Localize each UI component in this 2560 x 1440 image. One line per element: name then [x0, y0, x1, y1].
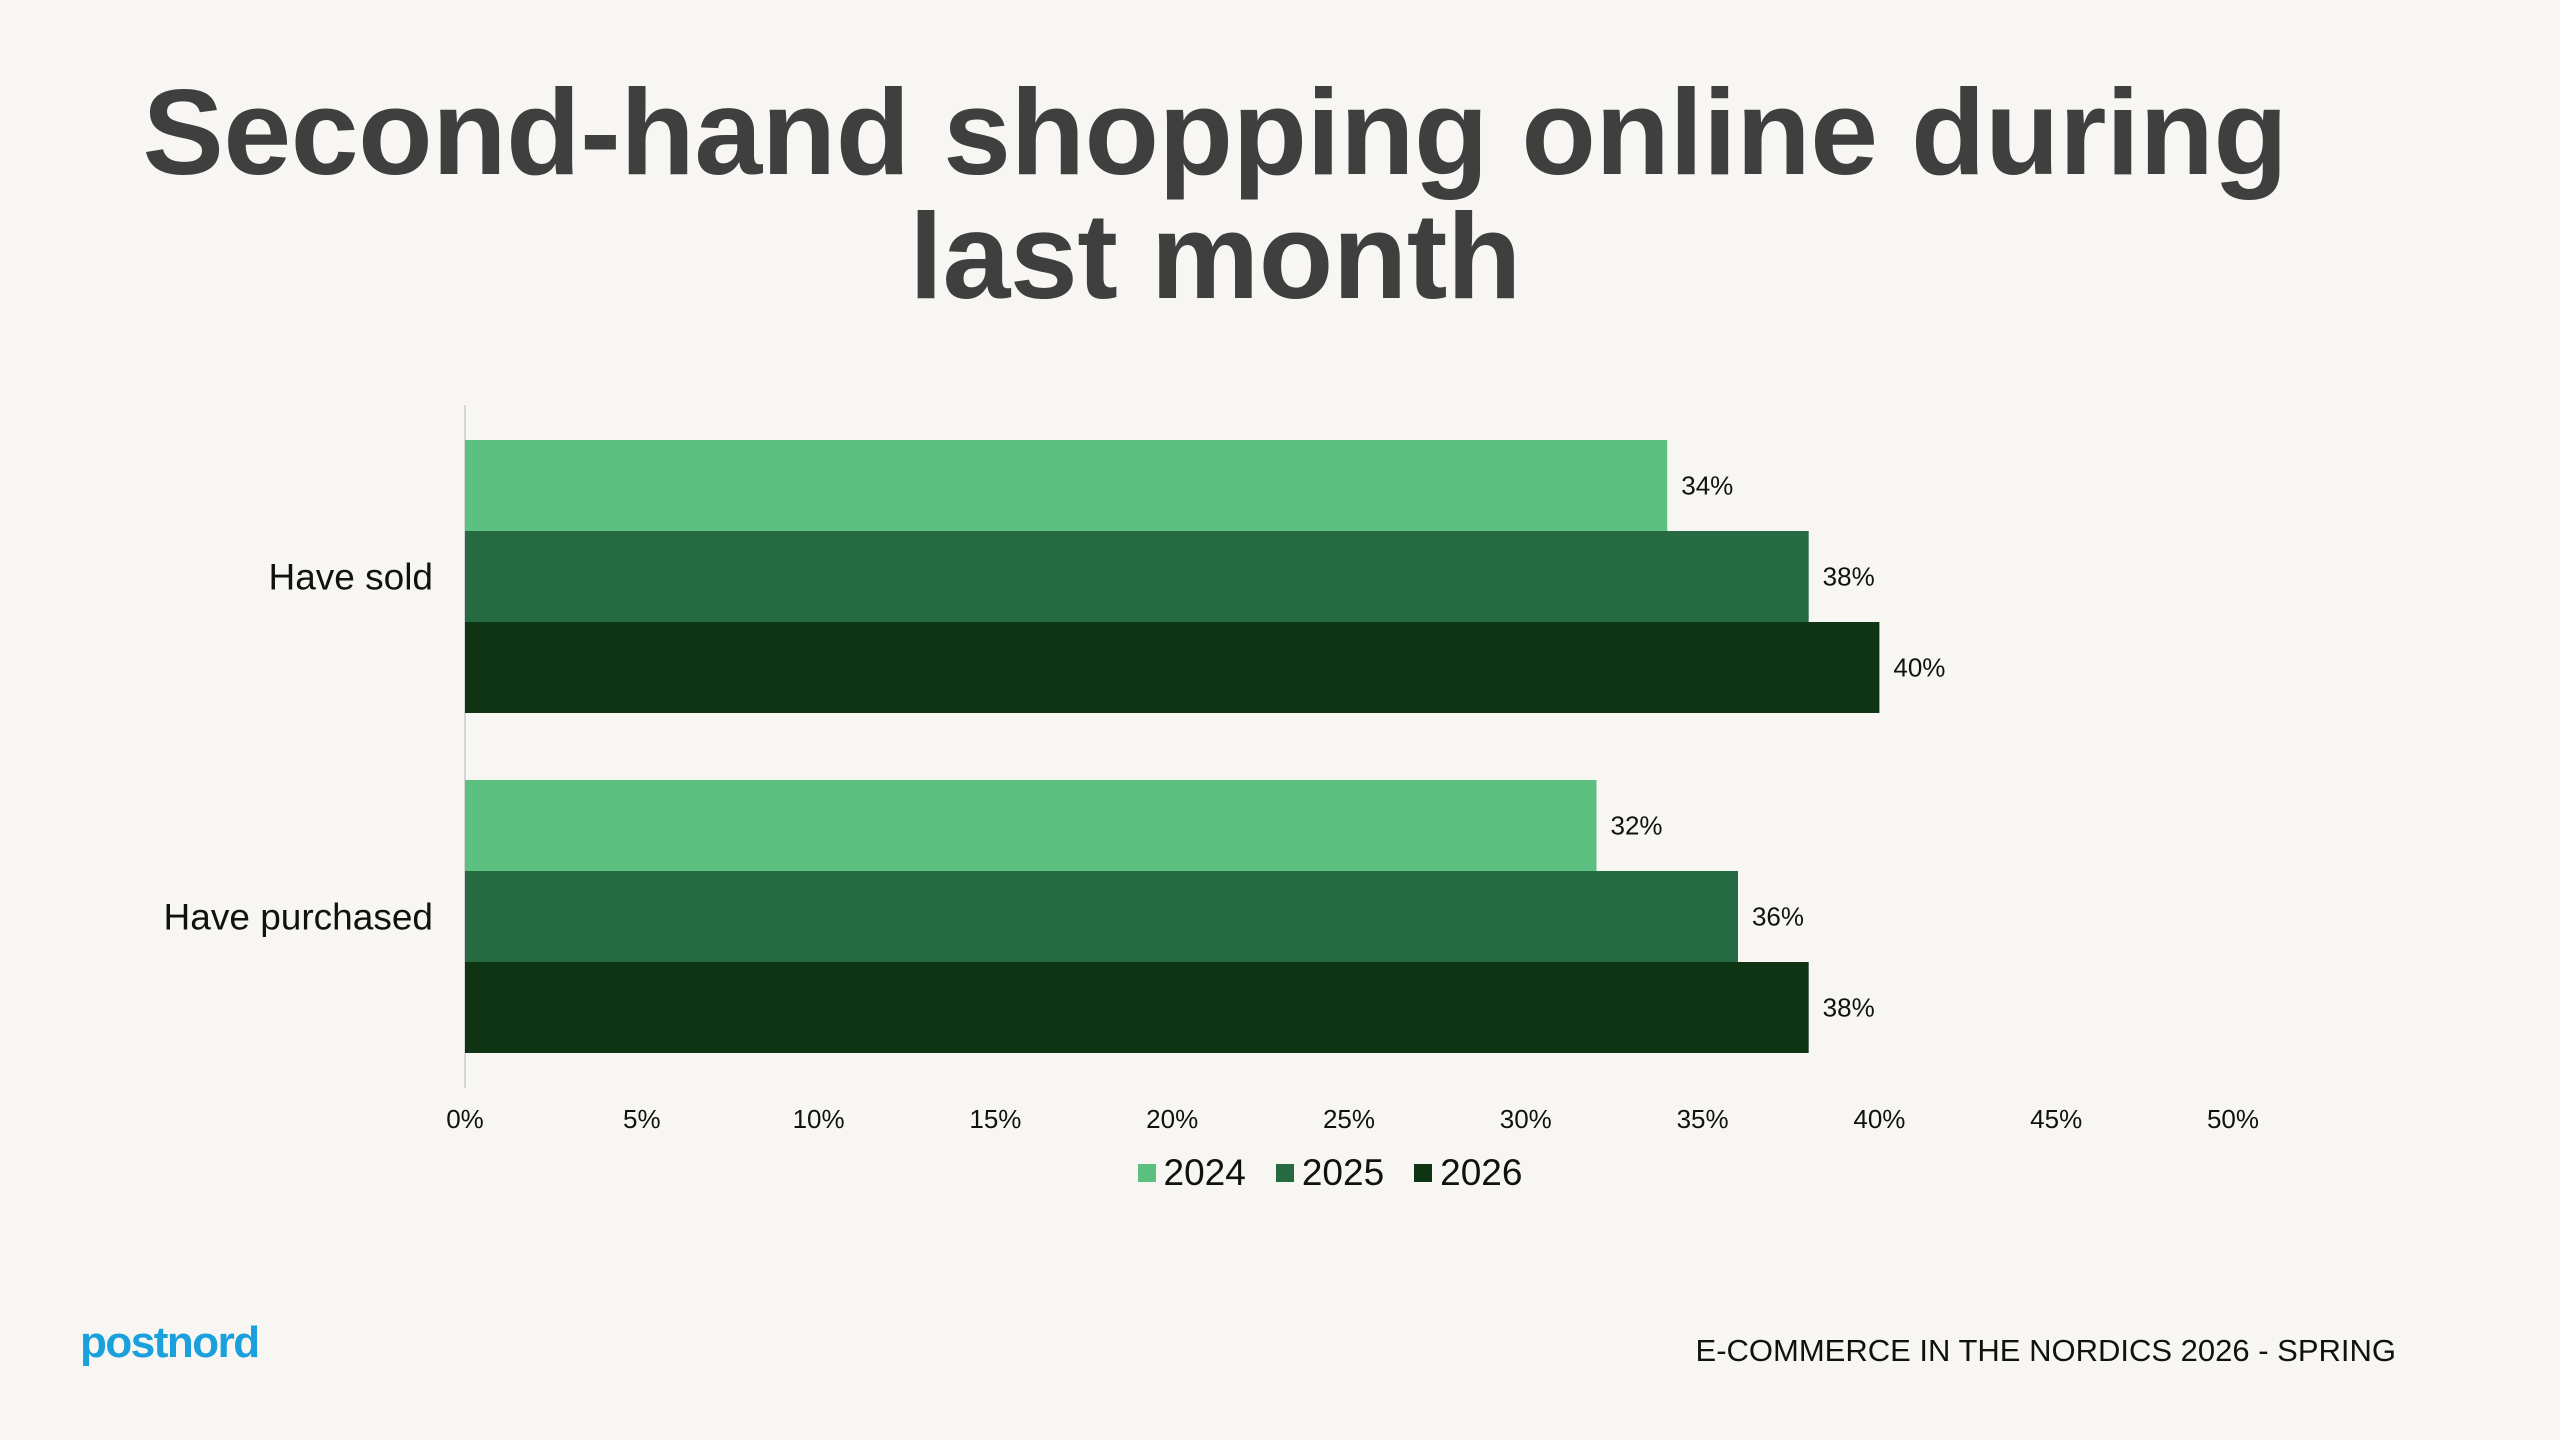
legend-label: 2025 [1301, 1152, 1385, 1193]
data-label: 38% [1823, 562, 1875, 592]
x-tick-label: 20% [1146, 1104, 1198, 1134]
legend-item-2025: 2025 [1275, 1152, 1385, 1194]
category-label: Have sold [268, 557, 433, 598]
x-tick-label: 25% [1323, 1104, 1375, 1134]
x-tick-label: 30% [1500, 1104, 1552, 1134]
bar-2024-have-sold [465, 440, 1668, 531]
data-label: 32% [1611, 811, 1663, 841]
chart-title: Second-hand shopping online during last … [142, 64, 2288, 324]
legend-label: 2026 [1440, 1152, 1523, 1193]
bar-2026-have-sold [465, 622, 1880, 713]
x-tick-label: 50% [2207, 1104, 2259, 1134]
legend-swatch [1414, 1164, 1433, 1182]
data-label: 36% [1752, 902, 1804, 932]
x-tick-label: 35% [1677, 1104, 1729, 1134]
legend-item-2024: 2024 [1137, 1152, 1246, 1194]
bar-2025-have-sold [465, 531, 1809, 622]
data-label: 40% [1893, 653, 1945, 683]
x-tick-label: 15% [969, 1104, 1021, 1134]
legend-item-2026: 2026 [1414, 1152, 1522, 1194]
legend-label: 2024 [1163, 1152, 1246, 1193]
legend-swatch [1275, 1164, 1294, 1182]
bar-2025-have-purchased [465, 871, 1738, 962]
postnord-logo: postnord [80, 1318, 260, 1367]
x-tick-label: 40% [1853, 1104, 1905, 1134]
bar-2024-have-purchased [465, 780, 1597, 871]
chart-legend: 2024 2025 2026 [0, 1152, 2560, 1194]
category-label: Have purchased [164, 897, 433, 938]
x-tick-label: 10% [793, 1104, 845, 1134]
footer-text: E-COMMERCE IN THE NORDICS 2026 - SPRING [1695, 1333, 2396, 1368]
data-label: 34% [1681, 471, 1733, 501]
legend-swatch [1137, 1164, 1156, 1182]
data-label: 38% [1823, 993, 1875, 1023]
x-tick-label: 0% [446, 1104, 484, 1134]
bar-2026-have-purchased [465, 962, 1809, 1053]
x-tick-label: 5% [623, 1104, 661, 1134]
x-tick-label: 45% [2030, 1104, 2082, 1134]
